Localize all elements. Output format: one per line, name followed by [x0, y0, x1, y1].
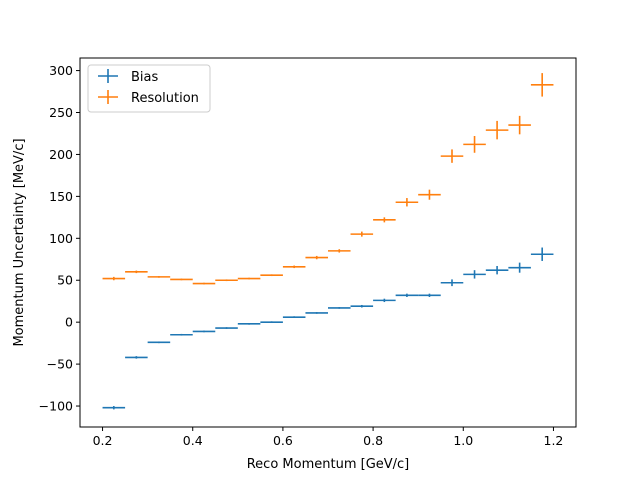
x-tick-label: 0.4 — [183, 433, 203, 448]
data-point — [508, 262, 531, 273]
data-point — [373, 298, 396, 303]
data-point — [147, 276, 171, 278]
data-point — [395, 293, 419, 298]
data-point — [328, 249, 351, 253]
legend-marker-bias — [98, 69, 118, 83]
data-point — [282, 316, 306, 318]
data-point — [305, 255, 328, 260]
y-tick-label: 0 — [65, 315, 73, 330]
data-point — [237, 277, 261, 280]
data-point — [485, 120, 509, 140]
legend-marker-resolution — [98, 90, 118, 104]
chart-marks — [102, 73, 554, 410]
x-tick-label: 1.2 — [544, 433, 564, 448]
x-tick-label: 0.6 — [273, 433, 293, 448]
y-tick-label: −50 — [47, 357, 73, 372]
x-tick-label: 1.0 — [453, 433, 473, 448]
data-point — [215, 327, 238, 329]
legend-box — [87, 64, 211, 113]
x-tick-label: 0.8 — [363, 433, 383, 448]
legend-item-bias: Bias — [98, 69, 158, 85]
legend-item-resolution: Resolution — [98, 90, 199, 106]
data-point — [305, 312, 328, 314]
y-tick-label: 100 — [49, 231, 73, 246]
data-point — [215, 279, 238, 282]
y-tick-label: 250 — [49, 105, 73, 120]
data-point — [237, 323, 261, 325]
legend-label-resolution: Resolution — [131, 91, 199, 106]
data-point — [192, 330, 216, 333]
y-tick-label: 50 — [57, 273, 73, 288]
y-tick-label: 150 — [49, 189, 73, 204]
data-point — [282, 265, 306, 269]
data-point — [530, 73, 554, 97]
legend-label-bias: Bias — [131, 70, 158, 85]
data-point — [463, 270, 486, 279]
series-resolution — [102, 73, 554, 285]
data-point — [260, 274, 283, 277]
y-tick-label: 300 — [49, 63, 73, 78]
data-point — [440, 149, 464, 163]
data-point — [328, 307, 351, 309]
data-point — [485, 265, 509, 275]
data-point — [102, 406, 126, 410]
series-bias — [102, 247, 554, 410]
y-tick-label: −100 — [39, 399, 73, 414]
data-point — [463, 135, 486, 153]
data-point — [418, 189, 441, 200]
data-point — [170, 333, 193, 336]
data-point — [350, 304, 374, 308]
data-point — [147, 341, 171, 344]
data-point — [192, 282, 216, 285]
data-point — [395, 198, 419, 207]
data-point — [440, 279, 464, 287]
legend: Bias Resolution — [87, 64, 211, 113]
data-point — [260, 321, 283, 324]
x-axis: 0.2 0.4 0.6 0.8 1.0 1.2 — [93, 427, 564, 448]
data-point — [125, 356, 148, 359]
data-point — [102, 276, 126, 281]
data-point — [530, 247, 554, 261]
data-point — [418, 293, 441, 298]
x-tick-label: 0.2 — [93, 433, 113, 448]
data-point — [125, 270, 148, 274]
data-point — [350, 231, 374, 237]
plot-frame — [79, 57, 577, 428]
data-point — [373, 217, 396, 223]
data-point — [170, 278, 193, 281]
y-tick-label: 200 — [49, 147, 73, 162]
y-axis: −100 −50 0 50 100 150 200 250 300 — [39, 63, 80, 414]
y-axis-label: Momentum Uncertainty [MeV/c] — [12, 138, 27, 346]
x-axis-label: Reco Momentum [GeV/c] — [247, 457, 410, 472]
data-point — [508, 115, 531, 135]
